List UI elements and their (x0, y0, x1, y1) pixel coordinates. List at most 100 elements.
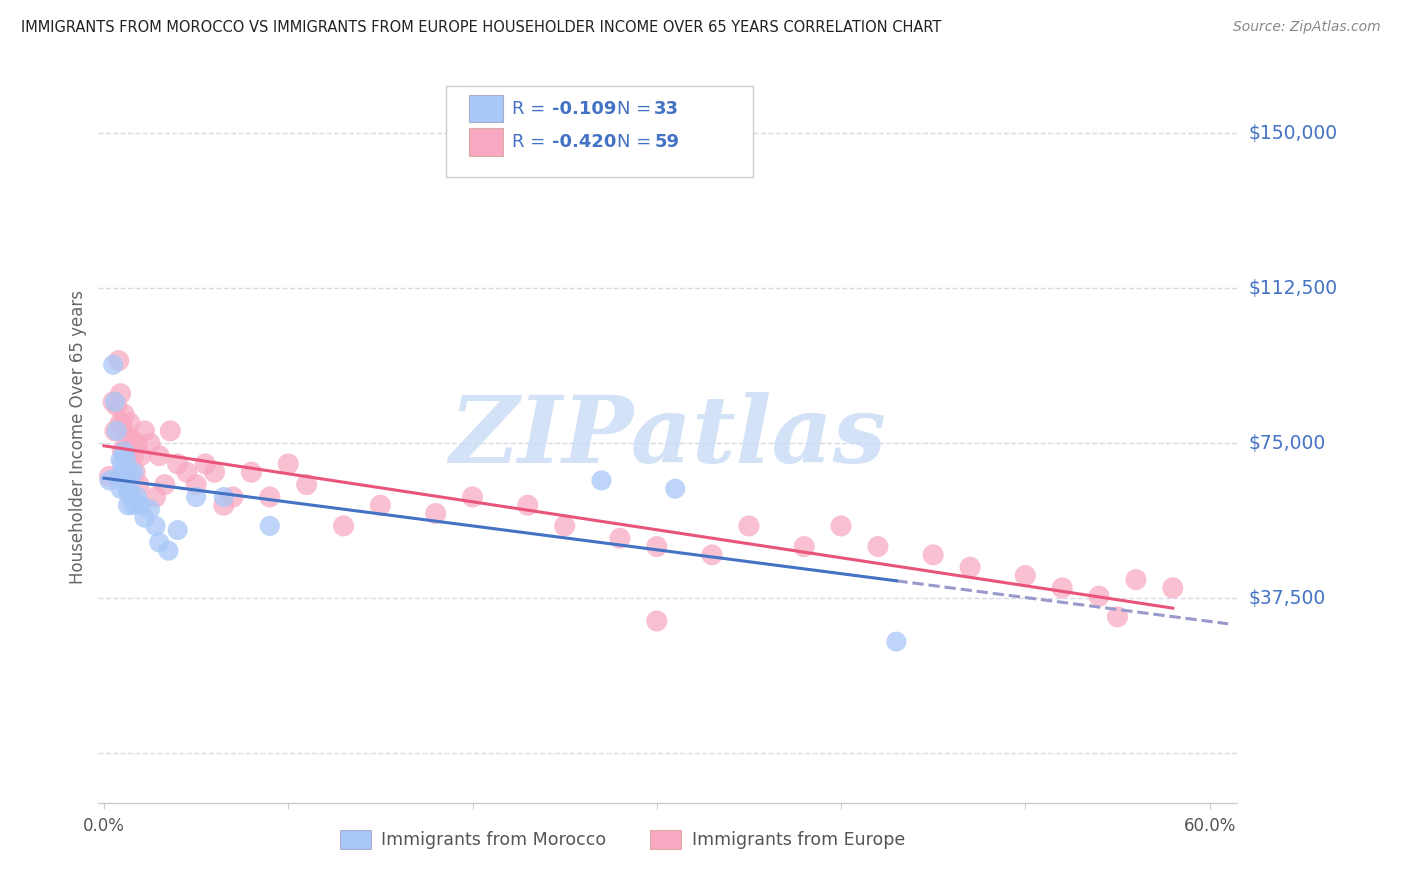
Point (128, 477, 150, 491)
Point (129, 449, 152, 463)
Point (101, 395, 124, 409)
Text: -0.420: -0.420 (551, 134, 616, 152)
Point (866, 540, 889, 554)
Point (110, 452, 132, 467)
Point (148, 449, 170, 463)
Point (204, 465, 226, 479)
Point (118, 416, 141, 430)
Point (127, 490, 149, 504)
Text: 33: 33 (654, 100, 679, 118)
Point (645, 540, 668, 554)
Point (111, 419, 134, 434)
Point (370, 498, 392, 512)
Point (159, 424, 181, 438)
Point (461, 490, 484, 504)
Point (793, 540, 815, 554)
Point (118, 465, 141, 479)
Point (332, 519, 354, 533)
FancyBboxPatch shape (468, 128, 503, 156)
Text: $150,000: $150,000 (1249, 124, 1337, 143)
Point (134, 510, 156, 524)
Point (112, 444, 135, 458)
Point (184, 477, 207, 491)
Point (117, 498, 139, 512)
Point (959, 560, 981, 574)
Text: R =: R = (512, 134, 546, 152)
Text: N =: N = (617, 100, 651, 118)
Point (111, 474, 134, 488)
Legend: Immigrants from Morocco, Immigrants from Europe: Immigrants from Morocco, Immigrants from… (333, 823, 912, 856)
Point (148, 535, 170, 549)
Point (98, 469, 121, 483)
Point (117, 465, 139, 479)
Point (194, 457, 217, 471)
Point (101, 358, 124, 372)
Point (166, 457, 188, 471)
Point (115, 452, 138, 467)
Point (121, 432, 143, 446)
Point (922, 548, 945, 562)
Text: $75,000: $75,000 (1249, 434, 1326, 453)
Point (111, 457, 134, 471)
Point (153, 477, 176, 491)
Point (110, 482, 132, 496)
Point (122, 465, 145, 479)
Point (112, 408, 135, 422)
Point (166, 523, 188, 537)
Point (516, 498, 538, 512)
Text: $112,500: $112,500 (1249, 279, 1337, 298)
Point (591, 474, 613, 488)
Point (127, 436, 149, 450)
Point (157, 543, 180, 558)
Point (122, 498, 145, 512)
Point (645, 614, 668, 628)
Point (184, 490, 207, 504)
Point (295, 477, 318, 491)
Point (112, 465, 135, 479)
Point (107, 469, 129, 483)
Text: $37,500: $37,500 (1249, 589, 1326, 607)
Text: ZIPatlas: ZIPatlas (450, 392, 886, 482)
Point (277, 457, 299, 471)
Point (115, 432, 138, 446)
Point (145, 519, 167, 533)
Point (830, 519, 852, 533)
Point (240, 465, 263, 479)
Point (117, 486, 139, 500)
Point (700, 548, 723, 562)
Point (425, 507, 447, 521)
Point (134, 424, 156, 438)
Point (139, 502, 162, 516)
Point (121, 490, 143, 504)
Point (105, 424, 128, 438)
Point (129, 498, 152, 512)
Point (212, 490, 235, 504)
Text: Source: ZipAtlas.com: Source: ZipAtlas.com (1233, 20, 1381, 34)
Point (259, 490, 281, 504)
Point (1050, 581, 1073, 595)
Point (1088, 589, 1111, 603)
Y-axis label: Householder Income Over 65 years: Householder Income Over 65 years (69, 290, 87, 584)
Point (886, 634, 908, 648)
Point (664, 482, 686, 496)
Text: IMMIGRANTS FROM MOROCCO VS IMMIGRANTS FROM EUROPE HOUSEHOLDER INCOME OVER 65 YEA: IMMIGRANTS FROM MOROCCO VS IMMIGRANTS FR… (21, 20, 942, 35)
Point (105, 399, 128, 413)
Point (111, 444, 134, 458)
Point (176, 465, 198, 479)
Point (98, 474, 121, 488)
Point (222, 490, 245, 504)
Point (110, 416, 132, 430)
Point (1014, 568, 1036, 582)
Point (554, 519, 576, 533)
Point (104, 424, 127, 438)
Point (1107, 610, 1129, 624)
FancyBboxPatch shape (446, 86, 754, 178)
Point (738, 519, 761, 533)
Point (122, 449, 145, 463)
Point (115, 449, 138, 463)
Point (145, 490, 167, 504)
Text: -0.109: -0.109 (551, 100, 616, 118)
FancyBboxPatch shape (468, 95, 503, 122)
Point (118, 477, 141, 491)
Text: N =: N = (617, 134, 651, 152)
